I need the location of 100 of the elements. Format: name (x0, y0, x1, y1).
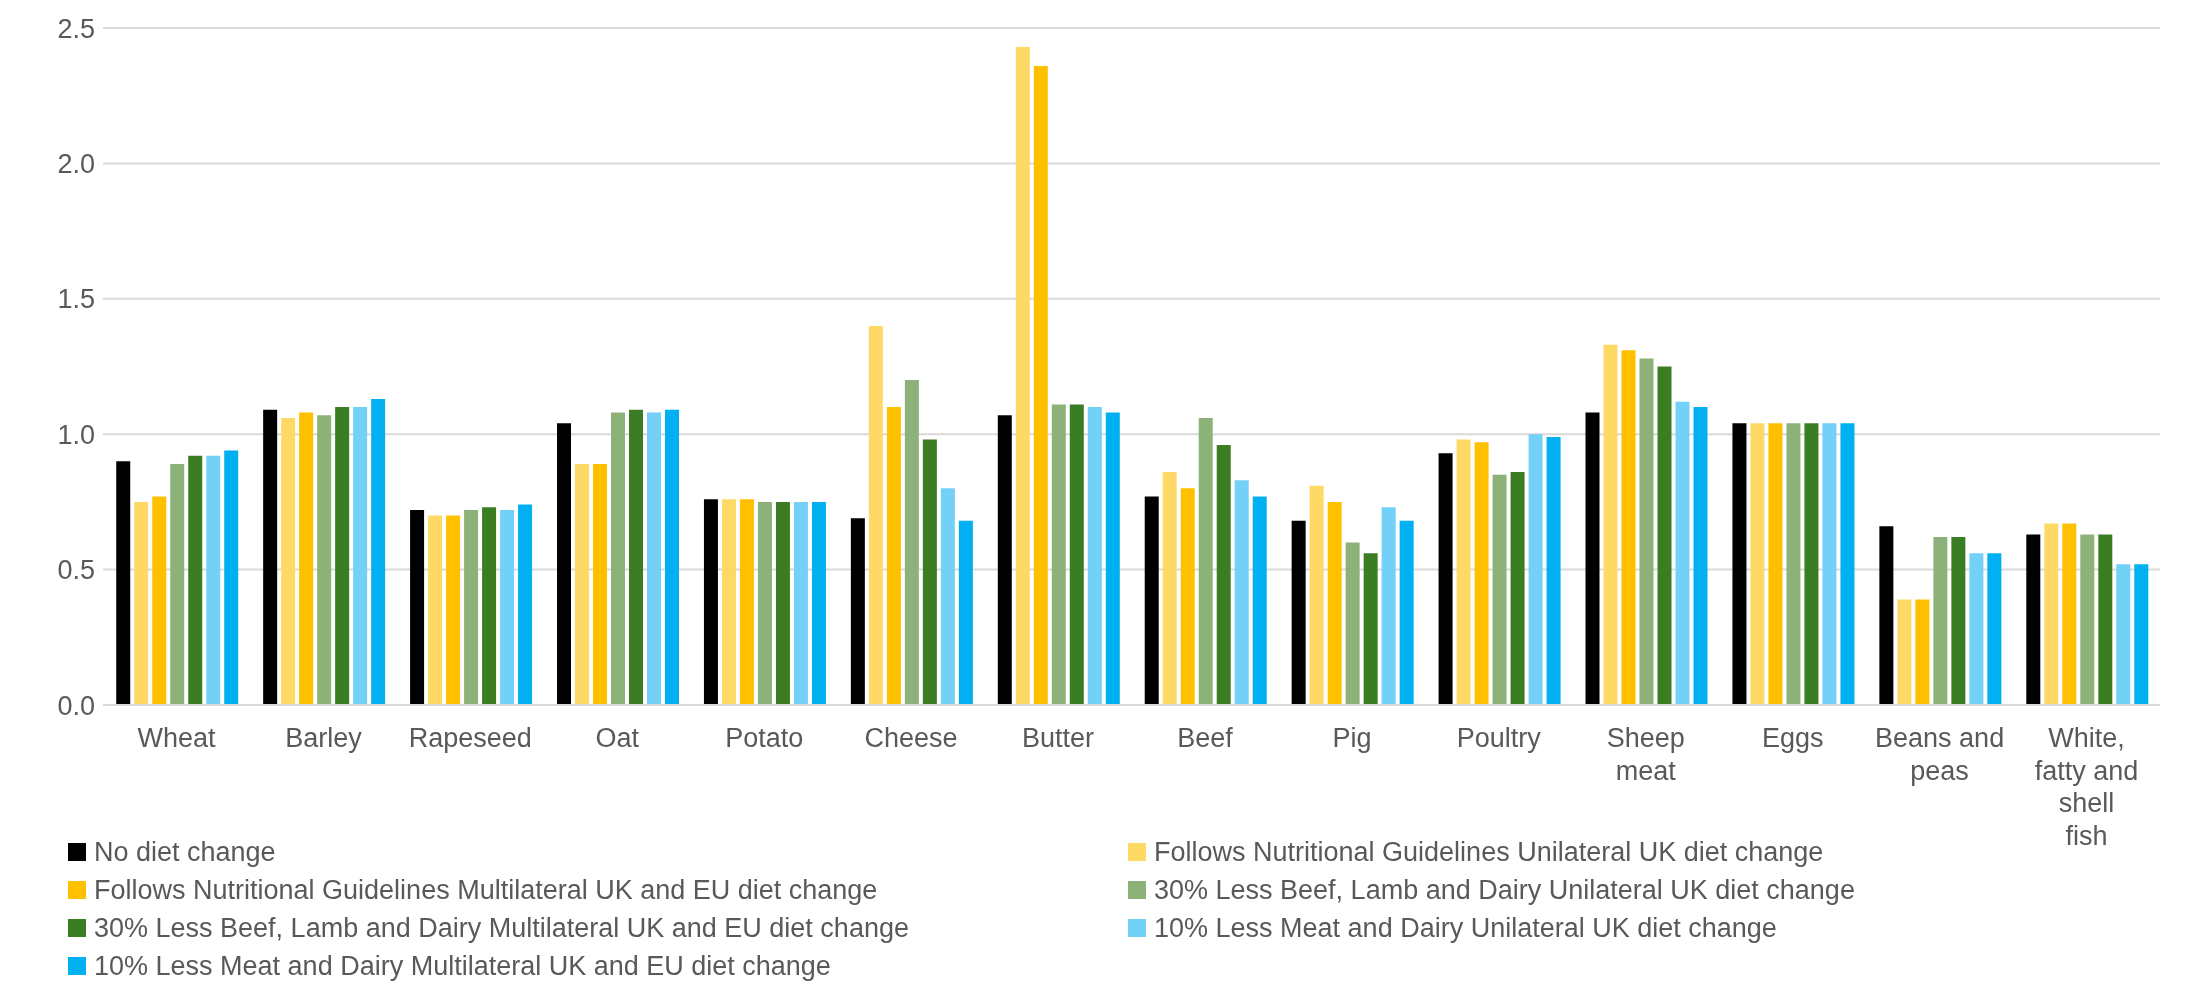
bar (1252, 496, 1267, 705)
bar (170, 463, 185, 705)
bar (1768, 423, 1783, 705)
bar (1309, 485, 1324, 705)
bar (1291, 520, 1306, 705)
x-tick-label: Butter (1022, 723, 1095, 754)
x-tick-label: Wheat (137, 723, 216, 754)
bar (1585, 412, 1600, 705)
bar (1621, 350, 1636, 705)
bar (1657, 366, 1672, 705)
bar (1180, 488, 1195, 705)
bar (850, 518, 865, 705)
x-tick-label: Poultry (1456, 723, 1542, 754)
bar (1804, 423, 1819, 705)
x-tick-label: Potato (725, 723, 804, 754)
bar (2080, 534, 2095, 705)
x-tick-label: Barley (285, 723, 363, 754)
bar (1969, 553, 1984, 705)
bar (1015, 46, 1030, 705)
bar (1363, 553, 1378, 705)
bar (1693, 407, 1708, 705)
bar (134, 501, 149, 705)
x-tick-label: White, fatty and shell fish (2034, 723, 2139, 851)
bar (1840, 423, 1855, 705)
x-tick-label: Pig (1332, 723, 1372, 754)
bar (299, 412, 314, 705)
bar (665, 409, 680, 705)
bar (1933, 537, 1948, 705)
bar (1951, 537, 1966, 705)
legend-label: Follows Nutritional Guidelines Unilateral UK diet change (1154, 836, 1824, 869)
bar (575, 463, 590, 705)
bar (152, 496, 167, 705)
bar (811, 501, 826, 705)
bar (2098, 534, 2113, 705)
bar (1438, 453, 1453, 705)
legend-label: 10% Less Meat and Dairy Unilateral UK diet change (1154, 912, 1777, 945)
bar (647, 412, 662, 705)
bar (1915, 599, 1930, 705)
bar (116, 461, 131, 705)
bar (317, 415, 332, 705)
y-tick-label: 0.0 (57, 690, 95, 721)
bar (958, 520, 973, 705)
legend-label: No diet change (94, 836, 276, 869)
bar (593, 463, 608, 705)
bar (2044, 523, 2059, 705)
y-tick-label: 2.5 (57, 13, 95, 44)
bar (518, 504, 533, 705)
bar (410, 510, 425, 705)
bar (629, 409, 644, 705)
bar (1051, 404, 1066, 705)
bar (922, 439, 937, 705)
bar (2026, 534, 2041, 705)
bar (1786, 423, 1801, 705)
bar (2134, 564, 2149, 705)
bar (1879, 526, 1894, 705)
bar (940, 488, 955, 705)
bar (1750, 423, 1765, 705)
bar (1546, 436, 1561, 705)
bar (353, 407, 368, 705)
x-tick-label: Oat (595, 723, 640, 754)
bar (500, 510, 515, 705)
bar (868, 325, 883, 705)
x-tick-label: Beans and peas (1875, 723, 2005, 786)
bar (464, 510, 479, 705)
bar (446, 515, 461, 705)
x-tick-label: Eggs (1761, 723, 1824, 754)
bar (886, 407, 901, 705)
legend-label: 30% Less Beef, Lamb and Dairy Unilateral UK diet change (1154, 874, 1855, 907)
bar (1087, 407, 1102, 705)
y-tick-label: 0.5 (57, 555, 95, 586)
bar (1105, 412, 1120, 705)
bar (1069, 404, 1084, 705)
bar (1327, 501, 1342, 705)
bar (611, 412, 626, 705)
bar (206, 455, 221, 705)
x-tick-label: Cheese (864, 723, 958, 754)
bar (224, 450, 239, 705)
bar (1639, 358, 1654, 705)
bar (1144, 496, 1159, 705)
bar (775, 501, 790, 705)
bar (1528, 434, 1543, 705)
bar (757, 501, 772, 705)
bar (1675, 401, 1690, 705)
x-tick-label: Rapeseed (408, 723, 532, 754)
bar (1456, 439, 1471, 705)
bar (428, 515, 443, 705)
bar (904, 380, 919, 705)
bar (2062, 523, 2077, 705)
bar (2116, 564, 2131, 705)
bar (1234, 480, 1249, 705)
bar (1732, 423, 1747, 705)
bar (188, 455, 203, 705)
y-tick-label: 1.5 (57, 284, 95, 315)
bar (1381, 507, 1396, 705)
bar (1216, 445, 1231, 705)
bar (997, 415, 1012, 705)
legend-label: 30% Less Beef, Lamb and Dairy Multilateral UK and EU diet change (94, 912, 909, 945)
x-tick-label: Sheep meat (1606, 723, 1685, 786)
bar (281, 417, 296, 705)
bar (1897, 599, 1912, 705)
